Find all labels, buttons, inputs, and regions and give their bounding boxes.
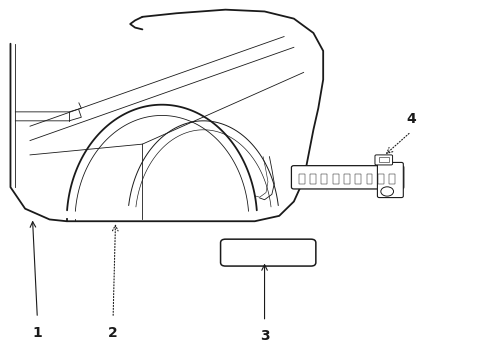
Bar bbox=[333, 174, 339, 184]
Bar bbox=[389, 174, 395, 184]
FancyBboxPatch shape bbox=[377, 162, 403, 198]
Bar bbox=[378, 174, 384, 184]
FancyBboxPatch shape bbox=[220, 239, 316, 266]
Text: 4: 4 bbox=[406, 112, 416, 126]
Text: 2: 2 bbox=[108, 326, 118, 340]
Text: 3: 3 bbox=[260, 329, 270, 343]
Bar bbox=[310, 174, 316, 184]
FancyBboxPatch shape bbox=[292, 166, 404, 189]
Bar bbox=[344, 174, 350, 184]
Bar bbox=[321, 174, 327, 184]
Text: 1: 1 bbox=[32, 326, 42, 340]
Bar bbox=[367, 174, 372, 184]
FancyBboxPatch shape bbox=[375, 155, 392, 165]
Bar bbox=[379, 157, 389, 162]
Bar bbox=[355, 174, 361, 184]
Bar bbox=[299, 174, 305, 184]
